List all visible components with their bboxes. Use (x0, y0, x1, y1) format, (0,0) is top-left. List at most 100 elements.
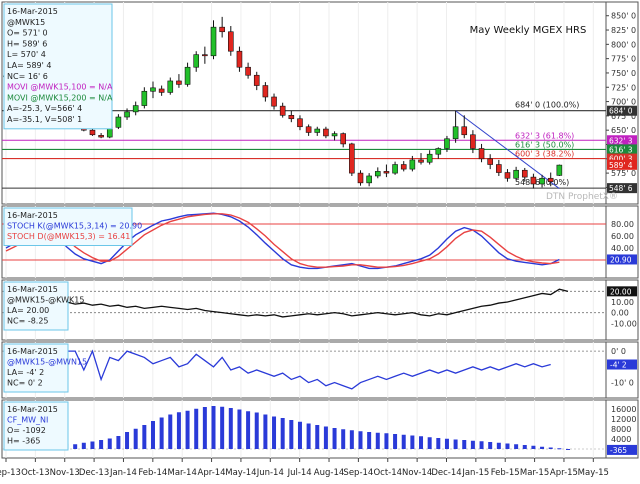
stoch-series-d (5, 213, 560, 268)
cot-bar (280, 418, 285, 449)
cot-bar (297, 421, 302, 449)
spread-n-info-box[interactable] (3, 343, 69, 393)
x-tick-label: Mar-15 (520, 468, 549, 478)
cot-bar (168, 414, 173, 449)
candle (228, 31, 234, 52)
price-marker-label: 632' 3 (609, 136, 633, 145)
candle (210, 26, 217, 57)
price-info-box-line: A=-35.1, V=508' 1 (7, 115, 82, 124)
candle (89, 129, 96, 136)
price-marker (607, 183, 637, 194)
cot-bar (254, 412, 259, 449)
candle (504, 172, 511, 179)
cot-info-box-line: 16-Mar-2015 (7, 405, 58, 414)
x-tick-label: Sep-13 (0, 468, 21, 478)
price-y-label: 675' 0 (611, 112, 636, 121)
price-y-label: 725' 0 (611, 83, 636, 92)
spread-n-marker-label: -4' 2 (610, 361, 627, 370)
cot-bar (90, 441, 95, 449)
cot-y-label: 4000 (611, 435, 631, 444)
candle (236, 50, 243, 68)
x-tick-label: May-15 (578, 468, 609, 478)
spread-n-info-box-line: LA= -4' 2 (7, 368, 44, 377)
fib-level-label: 616' 3 (50.0%) (515, 140, 574, 149)
spread-k-panel[interactable]: 10.00 0.00-10.00 20.00 16-Mar-2015 @MWK15-@K… (2, 281, 637, 331)
cot-bar (73, 444, 78, 449)
candle (202, 54, 208, 57)
x-tick-label: Jan-15 (461, 468, 489, 478)
cot-bar (505, 443, 510, 449)
spread-k-y-label: -10.00 (611, 319, 637, 328)
candle (176, 80, 182, 85)
spread-n-y-label: -10' 0 (611, 379, 634, 388)
stochastic-panel[interactable]: 80.0060.0040.0020.0020.9016-Mar-2015STOC… (2, 207, 637, 270)
candle (366, 175, 372, 184)
spread-k-info-box[interactable] (3, 281, 69, 331)
cot-bar (488, 442, 493, 449)
candle (400, 164, 407, 170)
candle (323, 128, 329, 137)
cot-bar (125, 432, 130, 449)
price-marker-label: 684' 0 (609, 107, 633, 116)
candle (262, 85, 269, 98)
price-info-box-line: A=-25.3, V=566' 4 (7, 104, 82, 113)
candle (478, 148, 485, 160)
candle (349, 143, 355, 174)
candle (193, 54, 200, 68)
candle (374, 171, 381, 177)
stoch-marker-label: 20.90 (610, 255, 632, 264)
candle (98, 135, 104, 138)
candle (279, 105, 286, 116)
cot-bar (306, 423, 311, 449)
cot-bar (228, 408, 233, 449)
panel-frame-price (1, 1, 639, 205)
price-info-box-line: H= 589' 6 (7, 39, 47, 48)
candle (539, 177, 545, 185)
fib-level-label: 600' 3 (38.2%) (515, 150, 574, 159)
x-tick-label: Apr-14 (198, 468, 226, 478)
cot-bar (332, 428, 337, 449)
spread-k-line (5, 288, 569, 318)
cot-bar (496, 442, 501, 449)
candle (288, 115, 295, 120)
spread-n-info-box-line: NC= 0' 2 (7, 379, 43, 388)
cot-bar (211, 406, 216, 449)
price-y-label: 650' 0 (611, 126, 636, 135)
cot-info-box[interactable] (3, 401, 69, 451)
price-info-box-line: MOVI @MWK15,100 = N/A (7, 83, 113, 92)
price-y-label: 700' 0 (611, 98, 636, 107)
spread-n-info-box-line: @MWK15-@MWN15 (7, 358, 87, 367)
price-marker (607, 144, 637, 155)
price-y-label: 575' 0 (611, 169, 636, 178)
spread-k-info-box-line: @MWK15-@KWK15 (7, 296, 84, 305)
spread-k-info-box-line: NC= -8.25 (7, 317, 49, 326)
price-panel[interactable]: 850' 0 825' 0 800' 0 775' 0 750' 0 725' 0 700'… (2, 3, 637, 194)
stoch-y-label: 80.00 (611, 220, 634, 229)
stoch-info-box[interactable] (3, 207, 133, 246)
candle (271, 96, 277, 107)
x-tick-label: Oct-14 (373, 468, 402, 478)
price-info-box[interactable] (3, 3, 113, 130)
panel-frame-stoch (1, 205, 639, 279)
cot-bar (436, 438, 441, 449)
cot-bar (246, 411, 251, 449)
stoch-series-k (5, 212, 560, 270)
spread-n-panel[interactable]: 0' 0 -10' 0 -4' 2 16-Mar-2015 @MWK15-@MWN15L… (2, 343, 637, 393)
cot-bar (237, 409, 242, 449)
fib-level-label: 632' 3 (61.8%) (515, 131, 574, 140)
spread-n-marker (607, 359, 637, 370)
panel-frame-cot (1, 399, 639, 459)
cot-bar (462, 440, 467, 449)
cot-y-label: 8000 (611, 425, 631, 434)
candle (357, 172, 364, 184)
candle (383, 171, 390, 174)
cot-bar (81, 442, 86, 449)
candle (115, 116, 122, 128)
candle (297, 118, 303, 128)
price-info-box-line: NC= 16' 6 (7, 72, 48, 81)
candle (487, 158, 493, 165)
candle (132, 105, 139, 113)
cot-bar (150, 421, 155, 449)
